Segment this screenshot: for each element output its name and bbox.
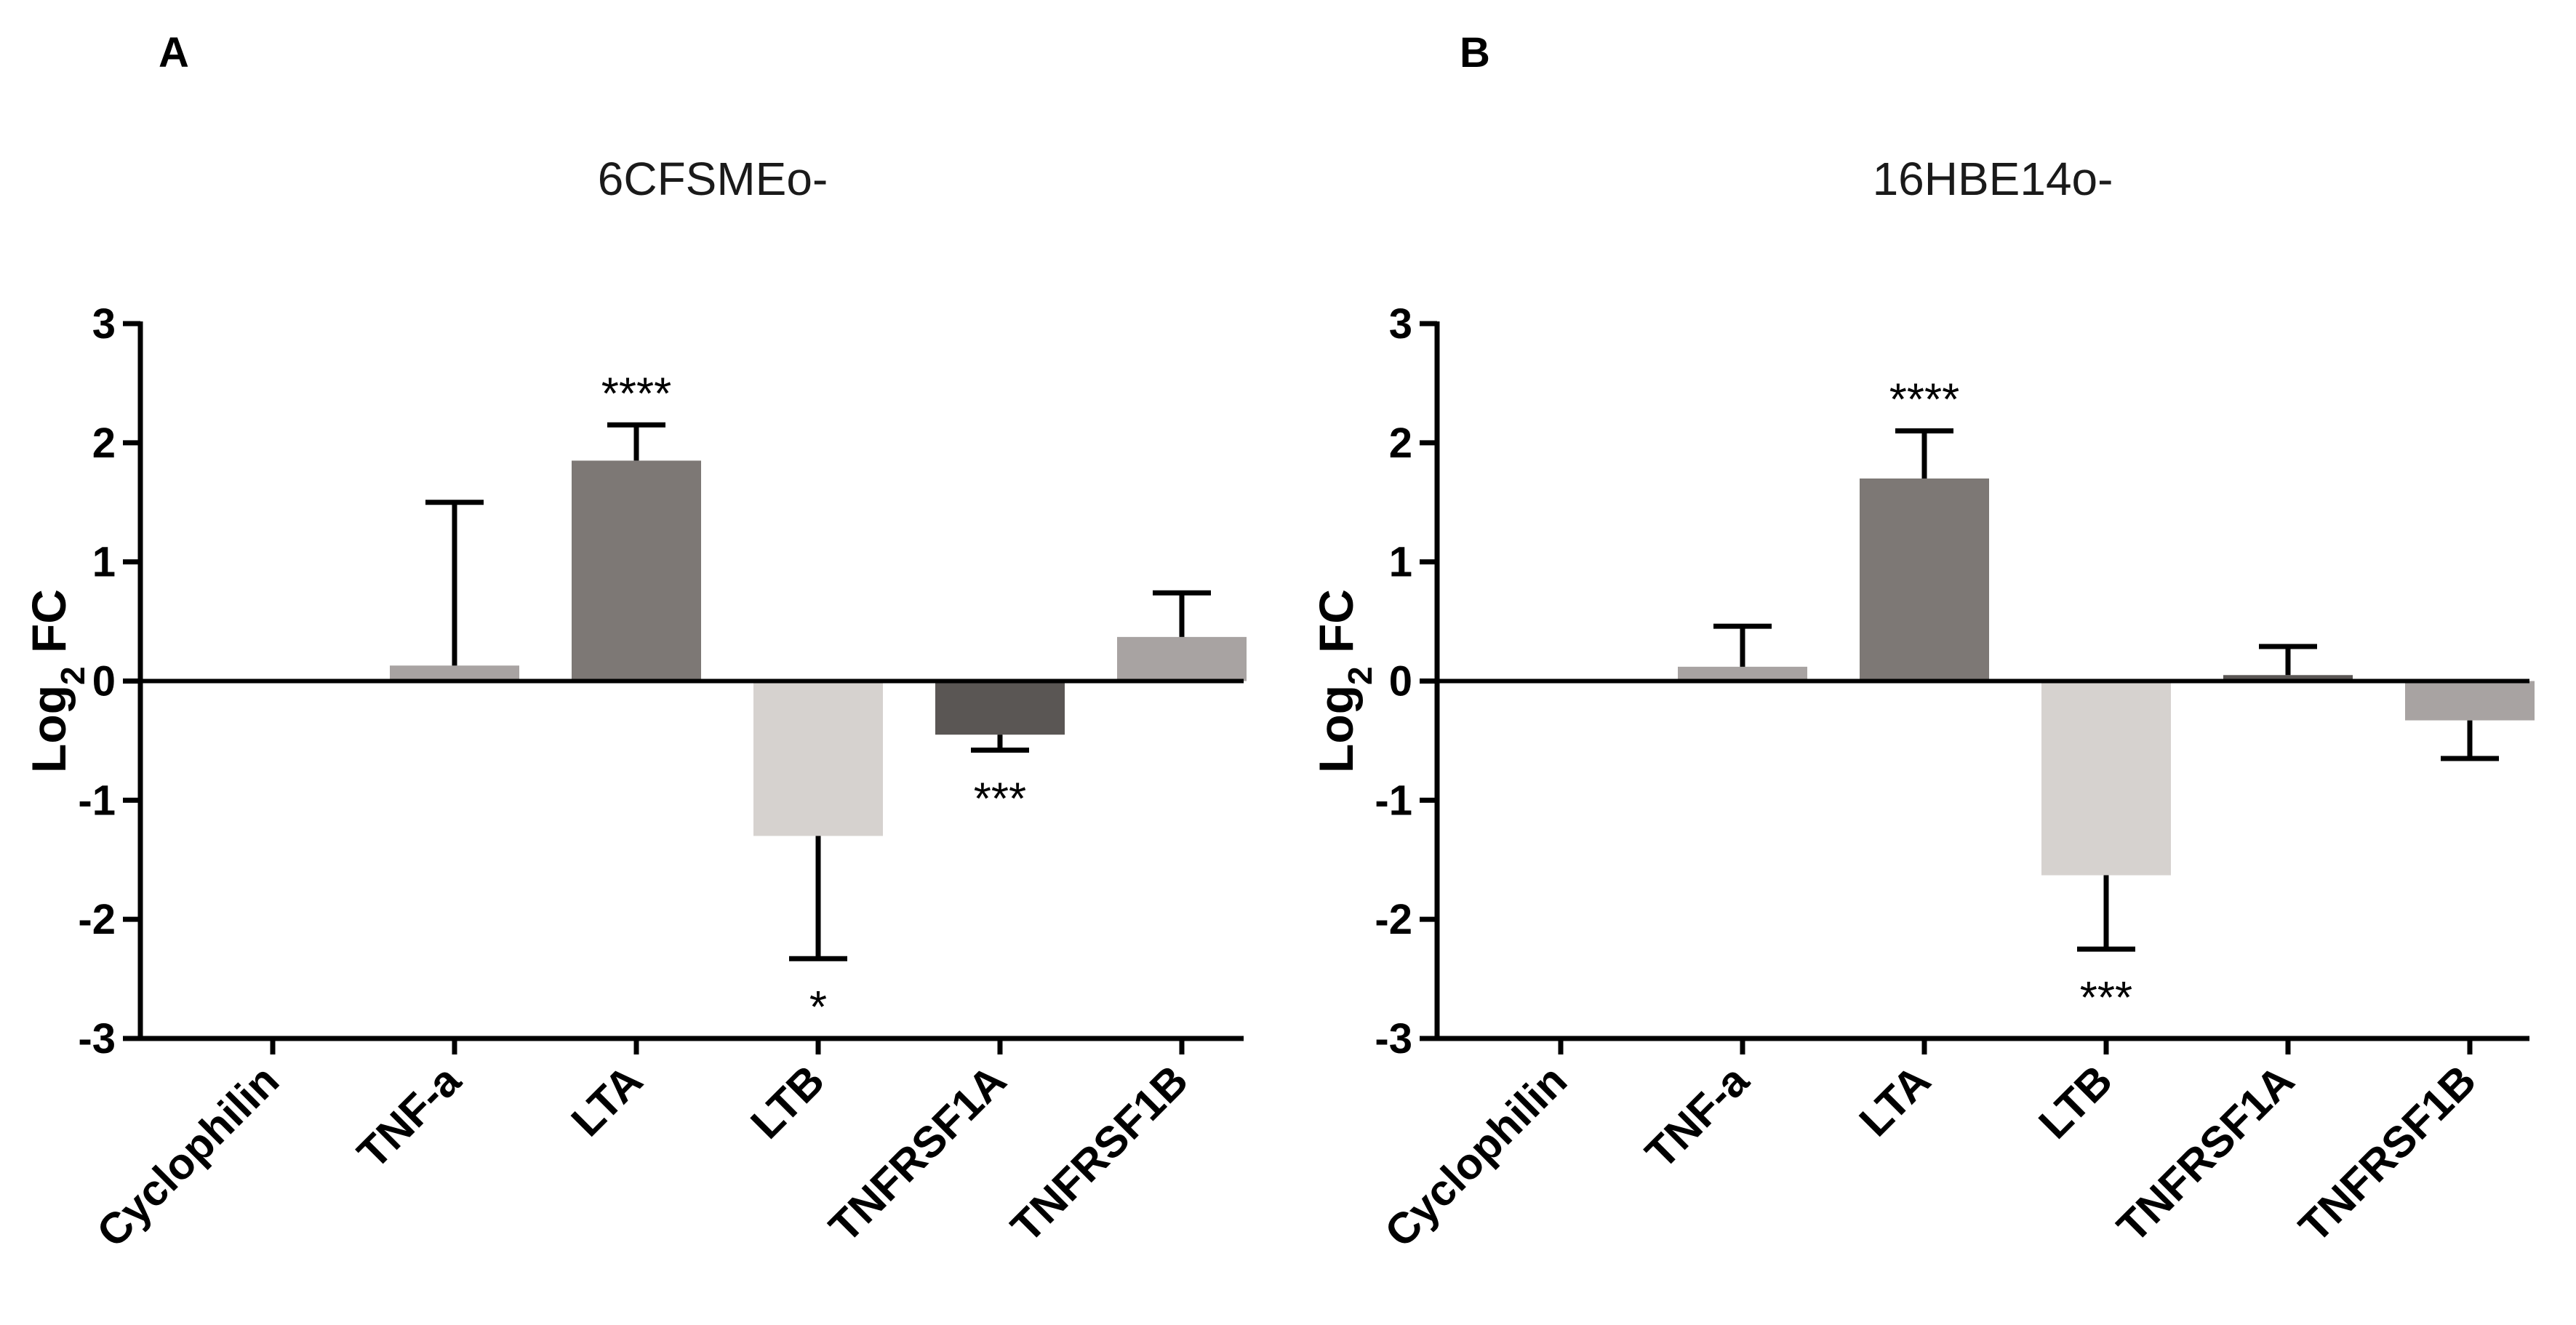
y-tick-label: 3 — [1389, 300, 1412, 348]
y-tick-label: -2 — [78, 896, 116, 943]
y-tick-label: -3 — [1375, 1015, 1412, 1062]
category-label: TNFRSF1B — [2289, 1056, 2485, 1252]
y-tick-label: -1 — [1375, 777, 1412, 824]
y-axis-title-subscript: 2 — [54, 666, 92, 685]
y-axis-title-tail: FC — [22, 589, 76, 666]
y-axis-title-tail: FC — [1309, 589, 1363, 666]
chart-title: 6CFSMEo- — [598, 153, 828, 205]
y-tick-label: 2 — [92, 420, 116, 467]
bar-tnfrsf1a — [935, 681, 1065, 735]
category-label: TNF-a — [348, 1055, 471, 1177]
y-tick-label: 1 — [1389, 539, 1412, 586]
y-tick-label: 3 — [92, 300, 116, 348]
category-label: Cyclophilin — [1375, 1056, 1576, 1257]
y-tick-label: -2 — [1375, 896, 1412, 943]
y-tick-label: -3 — [78, 1015, 116, 1062]
significance-label: **** — [1889, 375, 1960, 425]
bar-tnfrsf1b — [1117, 636, 1247, 681]
category-label: LTA — [562, 1056, 652, 1146]
panel-letter: A — [159, 29, 189, 76]
y-axis-title-main: Log — [22, 685, 76, 773]
bar-tnfrsf1b — [2405, 681, 2535, 721]
y-tick-label: 0 — [92, 658, 116, 705]
y-tick-label: 0 — [1389, 658, 1412, 705]
bar-lta — [1860, 478, 1989, 681]
category-label: TNFRSF1A — [820, 1056, 1015, 1252]
y-axis-title: Log2 FC — [22, 589, 92, 773]
category-label: TNFRSF1B — [1001, 1056, 1197, 1252]
y-tick-label: -1 — [78, 777, 116, 824]
bar-lta — [572, 460, 701, 681]
y-axis-title: Log2 FC — [1309, 589, 1379, 773]
bar-ltb — [2041, 681, 2171, 876]
category-label: Cyclophilin — [87, 1056, 288, 1257]
bar-tnf-a — [1678, 666, 1807, 681]
y-tick-label: 2 — [1389, 420, 1412, 467]
y-axis-title-main: Log — [1309, 685, 1363, 773]
panel-letter: B — [1460, 29, 1490, 76]
category-label: TNFRSF1A — [2108, 1056, 2303, 1252]
chart-title: 16HBE14o- — [1873, 153, 2113, 205]
category-label: LTB — [741, 1056, 833, 1148]
category-label: LTA — [1850, 1056, 1940, 1146]
significance-label: *** — [2080, 973, 2132, 1023]
bar-tnf-a — [390, 665, 519, 681]
bar-tnfrsf1a — [2223, 675, 2353, 681]
significance-label: **** — [601, 369, 672, 419]
y-tick-label: 1 — [92, 539, 116, 586]
y-axis-title-subscript: 2 — [1341, 666, 1379, 685]
bar-ltb — [753, 681, 883, 836]
category-label: LTB — [2029, 1056, 2121, 1148]
category-label: TNF-a — [1636, 1055, 1759, 1177]
significance-label: *** — [974, 774, 1026, 825]
significance-label: * — [809, 982, 827, 1033]
